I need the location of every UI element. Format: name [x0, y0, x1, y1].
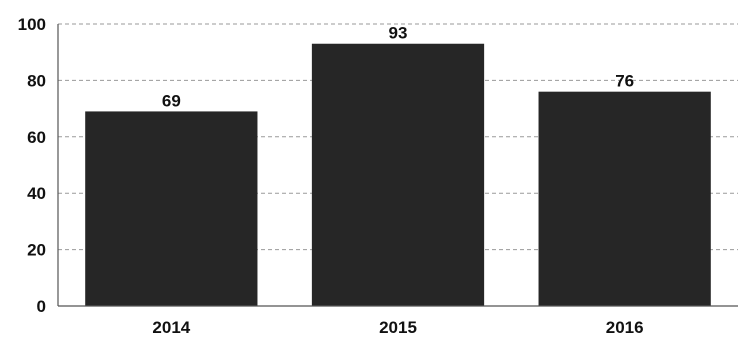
data-labels: 69 93 76 — [162, 24, 634, 111]
data-label-2016: 76 — [615, 72, 634, 91]
y-tick-label: 60 — [27, 128, 46, 147]
bars — [85, 43, 711, 307]
y-tick-label: 100 — [18, 15, 46, 34]
y-tick-label: 20 — [27, 241, 46, 260]
data-label-2015: 93 — [389, 24, 408, 43]
x-tick-label-2015: 2015 — [379, 318, 417, 337]
bar-2015 — [311, 43, 485, 307]
x-tick-label-2016: 2016 — [606, 318, 644, 337]
data-label-2014: 69 — [162, 91, 181, 110]
bar-2016 — [538, 91, 711, 307]
y-tick-label: 80 — [27, 71, 46, 90]
bar-2014 — [85, 111, 258, 306]
y-axis-ticks: 0 20 40 60 80 100 — [18, 15, 46, 316]
y-tick-label: 0 — [37, 297, 46, 316]
x-tick-label-2014: 2014 — [152, 318, 190, 337]
y-tick-label: 40 — [27, 184, 46, 203]
x-axis-ticks: 2014 2015 2016 — [152, 318, 643, 337]
